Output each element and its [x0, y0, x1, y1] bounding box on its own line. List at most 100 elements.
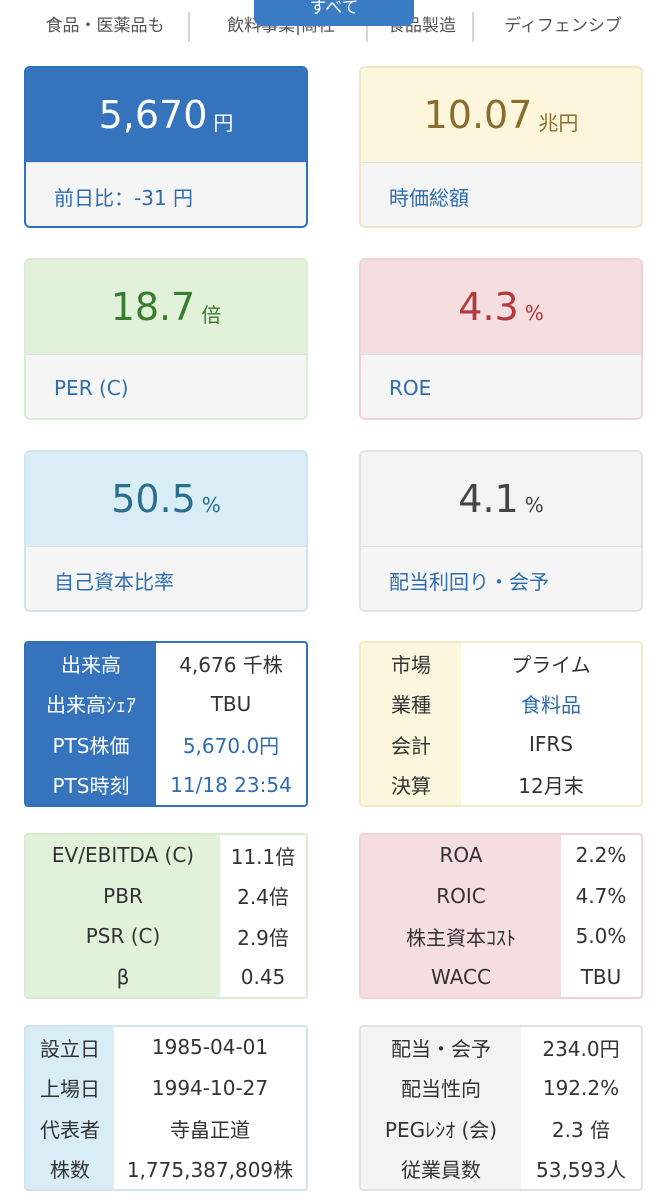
industry-key: 業種	[391, 693, 431, 718]
dividend-yield-label[interactable]: 配当利回り・会予	[361, 546, 641, 610]
table-row: 設立日 1985-04-01	[26, 1027, 306, 1068]
listed-value: 1994-10-27	[151, 1075, 269, 1100]
per-value: 18.7	[110, 285, 196, 329]
dividend-table: 配当・会予 234.0円 配当性向 192.2% PEGﾚｼｵ (会) 2.3 倍 従…	[359, 1025, 643, 1191]
table-row: PTS株価 5,670.0円	[26, 724, 306, 765]
table-row: PBR 2.4倍	[26, 876, 306, 917]
table-row: ROA 2.2%	[361, 835, 641, 876]
peg-ratio-key: PEGﾚｼｵ (会)	[384, 1117, 498, 1142]
beta-key: β	[116, 964, 130, 989]
psr-value: 2.9倍	[237, 925, 289, 950]
roe-unit: %	[524, 301, 544, 325]
table-row: 市場 プライム	[361, 643, 641, 684]
table-row: 出来高 4,676 千株	[26, 643, 306, 684]
table-row: 業種 食料品	[361, 684, 641, 725]
employees-value: 53,593人	[536, 1158, 626, 1183]
equity-ratio-card: 50.5% 自己資本比率	[24, 450, 308, 612]
dividend-yield-value: 4.1	[458, 477, 519, 521]
table-row: PEGﾚｼｵ (会) 2.3 倍	[361, 1108, 641, 1149]
pts-price-link[interactable]: 5,670.0円	[182, 733, 280, 758]
beta-value: 0.45	[240, 964, 286, 989]
volume-share-value: TBU	[210, 691, 252, 716]
fiscal-key: 決算	[391, 774, 431, 799]
employees-key: 従業員数	[401, 1158, 481, 1183]
market-value: プライム	[511, 652, 591, 677]
table-row: 出来高ｼｪｱ TBU	[26, 684, 306, 725]
per-label[interactable]: PER (C)	[26, 354, 306, 418]
table-row: 配当性向 192.2%	[361, 1068, 641, 1109]
corporate-table: 設立日 1985-04-01 上場日 1994-10-27 代表者 寺畠正道 株数 1,…	[24, 1025, 308, 1191]
equity-ratio-label[interactable]: 自己資本比率	[26, 546, 306, 610]
ev-ebitda-value: 11.1倍	[230, 844, 296, 869]
representative-value: 寺畠正道	[170, 1117, 250, 1142]
pts-time-link[interactable]: 11/18 23:54	[170, 772, 292, 797]
valuation-table: EV/EBITDA (C) 11.1倍 PBR 2.4倍 PSR (C) 2.9倍 β…	[24, 833, 308, 999]
pts-price-key: PTS株価	[52, 733, 130, 758]
payout-ratio-value: 192.2%	[542, 1075, 620, 1100]
dividend-forecast-key: 配当・会予	[391, 1036, 491, 1061]
dividend-forecast-value: 234.0円	[542, 1036, 620, 1061]
pbr-key: PBR	[103, 883, 143, 908]
roa-key: ROA	[439, 843, 483, 868]
price-change-label: 前日比：-31 円	[26, 162, 306, 226]
accounting-key: 会計	[391, 733, 431, 758]
roa-value: 2.2%	[575, 843, 627, 868]
psr-key: PSR (C)	[85, 924, 161, 949]
founded-value: 1985-04-01	[151, 1035, 269, 1060]
table-row: 配当・会予 234.0円	[361, 1027, 641, 1068]
peg-ratio-value: 2.3 倍	[551, 1117, 611, 1142]
table-row: PSR (C) 2.9倍	[26, 916, 306, 957]
ev-ebitda-key: EV/EBITDA (C)	[51, 843, 195, 868]
volume-share-key: 出来高ｼｪｱ	[46, 693, 136, 718]
tab-food-pharma[interactable]: 食品・医薬品も	[22, 12, 190, 42]
equity-ratio-value: 50.5	[111, 477, 196, 521]
market-cap-label[interactable]: 時価総額	[361, 162, 641, 226]
tab-all-active[interactable]: すべて	[254, 0, 414, 26]
market-cap-card: 10.07 兆円 時価総額	[359, 66, 643, 228]
market-table: 市場 プライム 業種 食料品 会計 IFRS 決算 12月末	[359, 641, 643, 807]
wacc-value: TBU	[580, 964, 622, 989]
dividend-yield-unit: %	[524, 493, 544, 517]
volume-table: 出来高 4,676 千株 出来高ｼｪｱ TBU PTS株価 5,670.0円 PTS時…	[24, 641, 308, 807]
dividend-yield-card: 4.1% 配当利回り・会予	[359, 450, 643, 612]
category-tab-strip: 食品・医薬品も 飲料事業|商社 食品製造 ディフェンシブ すべて	[0, 0, 669, 42]
market-cap-value: 10.07	[423, 93, 533, 137]
founded-key: 設立日	[40, 1036, 100, 1061]
shares-key: 株数	[50, 1158, 90, 1183]
table-row: 会計 IFRS	[361, 724, 641, 765]
roic-key: ROIC	[436, 883, 486, 908]
volume-value: 4,676 千株	[179, 652, 283, 677]
market-key: 市場	[391, 652, 431, 677]
table-row: EV/EBITDA (C) 11.1倍	[26, 835, 306, 876]
equity-ratio-unit: %	[201, 493, 221, 517]
table-row: WACC TBU	[361, 957, 641, 998]
per-unit: 倍	[201, 302, 222, 327]
accounting-value: IFRS	[529, 732, 573, 757]
table-row: PTS時刻 11/18 23:54	[26, 765, 306, 806]
tab-defensive[interactable]: ディフェンシブ	[504, 16, 622, 36]
fiscal-value: 12月末	[518, 774, 584, 799]
roe-card: 4.3% ROE	[359, 258, 643, 420]
industry-link[interactable]: 食料品	[521, 693, 581, 718]
table-row: 上場日 1994-10-27	[26, 1068, 306, 1109]
table-row: ROIC 4.7%	[361, 876, 641, 917]
table-row: β 0.45	[26, 957, 306, 998]
table-row: 決算 12月末	[361, 765, 641, 806]
volume-key: 出来高	[61, 652, 121, 677]
price-card: 5,670 円 前日比：-31 円	[24, 66, 308, 228]
cost-of-equity-key: 株主資本ｺｽﾄ	[406, 925, 516, 950]
pbr-value: 2.4倍	[237, 885, 289, 910]
table-row: 従業員数 53,593人	[361, 1149, 641, 1190]
price-unit: 円	[213, 110, 234, 135]
listed-key: 上場日	[40, 1077, 100, 1102]
per-card: 18.7 倍 PER (C)	[24, 258, 308, 420]
profitability-table: ROA 2.2% ROIC 4.7% 株主資本ｺｽﾄ 5.0% WACC TBU	[359, 833, 643, 999]
market-cap-unit: 兆円	[538, 110, 579, 135]
roe-label[interactable]: ROE	[361, 354, 641, 418]
roe-value: 4.3	[458, 285, 519, 329]
table-row: 株数 1,775,387,809株	[26, 1149, 306, 1190]
price-value: 5,670	[98, 93, 208, 137]
shares-value: 1,775,387,809株	[126, 1158, 294, 1183]
payout-ratio-key: 配当性向	[401, 1077, 481, 1102]
pts-time-key: PTS時刻	[52, 774, 130, 799]
